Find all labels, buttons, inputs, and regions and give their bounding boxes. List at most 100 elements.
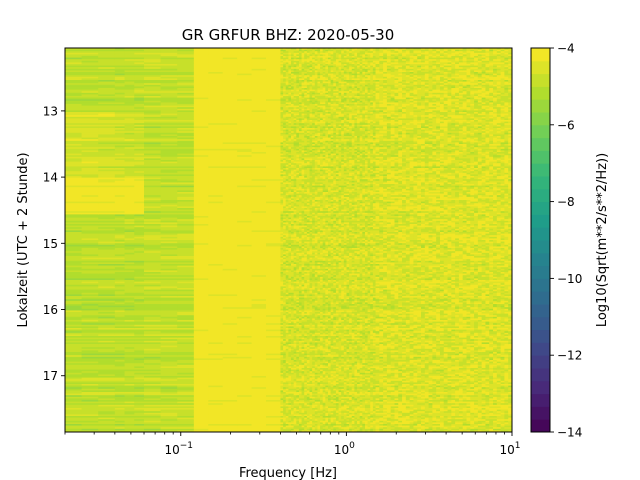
heatmap-cell [81, 331, 99, 334]
heatmap-cell [134, 217, 145, 220]
heatmap-cell [114, 184, 126, 187]
heatmap-cell [65, 72, 83, 75]
heatmap-cell [65, 232, 83, 235]
heatmap-cell [114, 92, 126, 95]
heatmap-cell [114, 54, 126, 57]
heatmap-cell [65, 283, 83, 286]
heatmap-cell [124, 123, 135, 126]
heatmap-cell [98, 124, 116, 127]
heatmap-cell [124, 161, 135, 164]
heatmap-cell [124, 166, 135, 169]
heatmap-cell [134, 150, 145, 153]
heatmap-cell [65, 249, 83, 252]
heatmap-cell [98, 75, 116, 78]
heatmap-cell [114, 320, 126, 323]
heatmap-cell [81, 392, 99, 395]
heatmap-cell [124, 398, 135, 401]
heatmap-cell [124, 83, 135, 86]
heatmap-cell [98, 222, 116, 225]
heatmap-cell [98, 115, 116, 118]
heatmap-cell [65, 60, 83, 63]
heatmap-cell [81, 344, 99, 347]
heatmap-cell [98, 214, 116, 217]
heatmap-cell [98, 344, 116, 347]
chart-title: GR GRFUR BHZ: 2020-05-30 [182, 26, 395, 44]
heatmap-cell [98, 305, 116, 308]
heatmap-cell [124, 56, 135, 59]
heatmap-cell [114, 233, 126, 236]
heatmap-cell [98, 347, 116, 350]
heatmap-cell [114, 292, 126, 295]
heatmap-cell [124, 136, 135, 139]
heatmap-cell [114, 262, 126, 265]
heatmap-cell [98, 265, 116, 268]
heatmap-area [65, 48, 512, 432]
heatmap-cell [65, 216, 83, 219]
heatmap-cell [81, 100, 99, 103]
heatmap-cell [124, 116, 135, 119]
heatmap-cell [81, 243, 99, 246]
heatmap-cell [134, 211, 145, 214]
heatmap-cell [114, 340, 126, 343]
heatmap-cell [124, 272, 135, 275]
heatmap-cell [81, 297, 99, 300]
heatmap-cell [98, 204, 116, 207]
heatmap-cell [98, 62, 116, 65]
heatmap-cell [114, 390, 126, 393]
heatmap-cell [65, 393, 83, 396]
heatmap-cell [124, 323, 135, 326]
heatmap-cell [65, 174, 83, 177]
heatmap-cell [124, 107, 135, 110]
heatmap-cell [134, 254, 145, 257]
heatmap-cell [134, 96, 145, 99]
heatmap-cell [98, 307, 116, 310]
heatmap-cell [81, 70, 99, 73]
heatmap-cell [114, 128, 126, 131]
heatmap-cell [98, 150, 116, 153]
heatmap-cell [81, 230, 99, 233]
heatmap-cell [65, 206, 83, 209]
heatmap-cell [114, 136, 126, 139]
heatmap-cell [65, 358, 83, 361]
heatmap-cell [65, 169, 83, 172]
heatmap-cell [65, 307, 83, 310]
heatmap-cell [134, 97, 145, 100]
heatmap-cell [65, 113, 83, 116]
heatmap-cell [114, 334, 126, 337]
heatmap-cell [114, 148, 126, 151]
heatmap-cell [124, 158, 135, 161]
heatmap-cell [114, 115, 126, 118]
heatmap-cell [65, 273, 83, 276]
heatmap-cell [124, 192, 135, 195]
heatmap-cell [65, 412, 83, 415]
heatmap-cell [98, 59, 116, 62]
heatmap-cell [114, 254, 126, 257]
heatmap-cell [134, 54, 145, 57]
heatmap-cell [114, 350, 126, 353]
heatmap-cell [81, 411, 99, 414]
heatmap-cell [81, 267, 99, 270]
heatmap-cell [114, 75, 126, 78]
heatmap-cell [124, 187, 135, 190]
heatmap-cell [98, 323, 116, 326]
heatmap-cell [81, 420, 99, 423]
heatmap-cell [81, 81, 99, 84]
heatmap-cell [124, 240, 135, 243]
heatmap-cell [114, 329, 126, 332]
heatmap-cell [114, 299, 126, 302]
heatmap-cell [134, 145, 145, 148]
heatmap-cell [134, 204, 145, 207]
heatmap-cell [98, 257, 116, 260]
heatmap-cell [65, 158, 83, 161]
heatmap-cell [134, 156, 145, 159]
heatmap-cell [81, 209, 99, 212]
heatmap-cell [134, 224, 145, 227]
heatmap-cell [114, 94, 126, 97]
heatmap-cell [98, 100, 116, 103]
heatmap-cell [81, 400, 99, 403]
heatmap-cell [65, 88, 83, 91]
heatmap-cell [81, 76, 99, 79]
heatmap-cell [114, 283, 126, 286]
heatmap-cell [124, 297, 135, 300]
heatmap-cell [134, 105, 145, 108]
